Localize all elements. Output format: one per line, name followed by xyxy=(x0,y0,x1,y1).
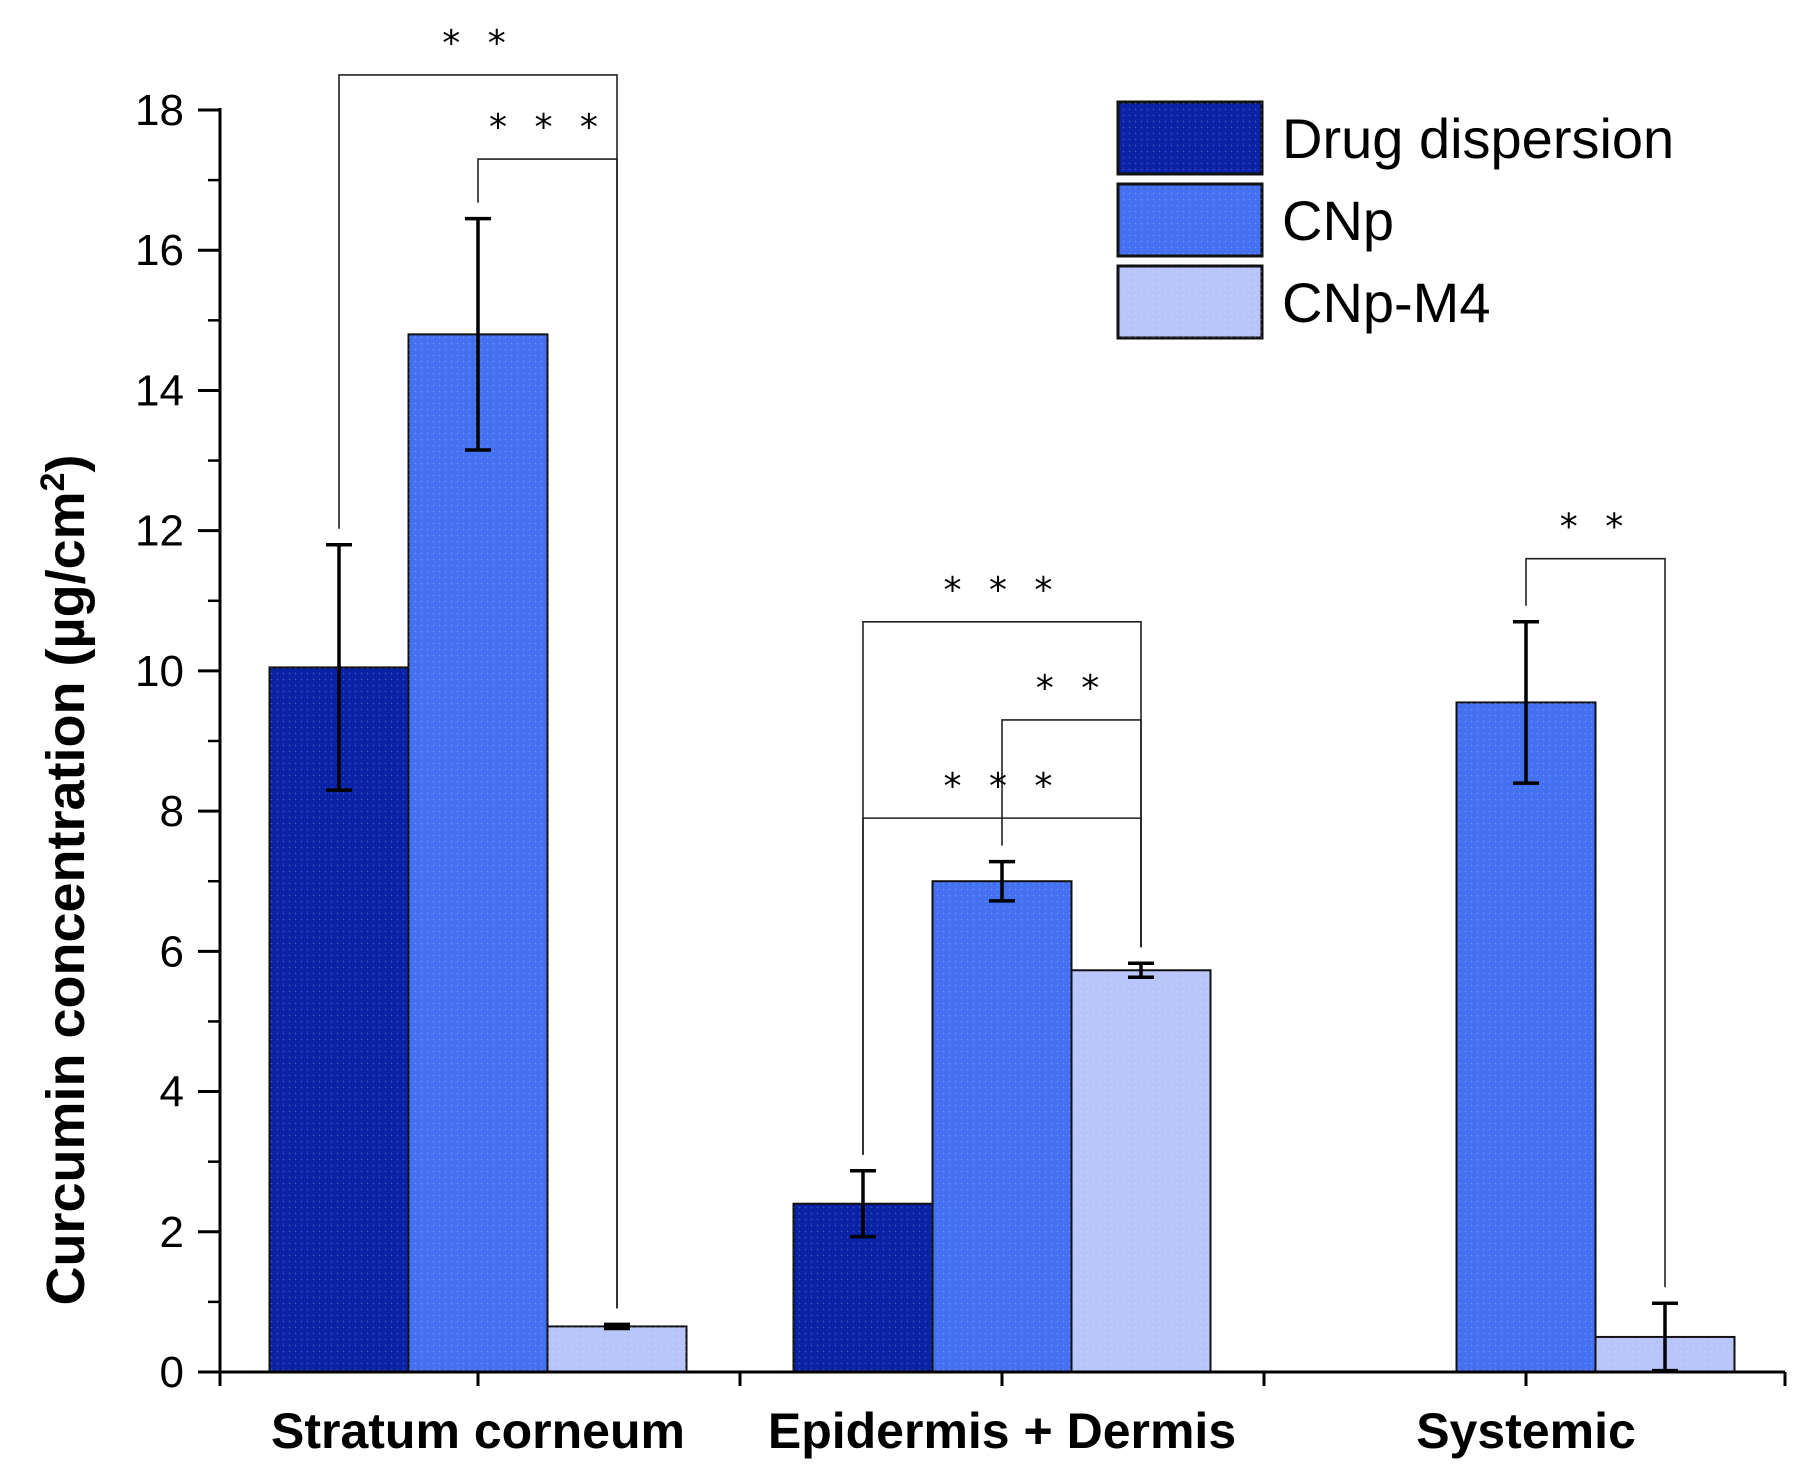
y-tick-label-8: 16 xyxy=(135,226,184,275)
y-tick-label-9: 18 xyxy=(135,86,184,135)
bar-texture-2-1 xyxy=(1071,970,1211,1372)
significance-bracket-4 xyxy=(862,817,1142,1155)
bar-texture-1-2 xyxy=(1456,702,1596,1372)
x-tick-label-0: Stratum corneum xyxy=(271,1403,685,1459)
significance-label-2: * * * xyxy=(944,570,1061,611)
significance-label-3: * * xyxy=(1036,668,1107,709)
y-tick-label-6: 12 xyxy=(135,507,184,556)
significance-label-4: * * * xyxy=(944,766,1061,807)
bar-texture-1-0 xyxy=(408,334,548,1372)
x-tick-label-1: Epidermis + Dermis xyxy=(768,1403,1236,1459)
y-axis-title: Curcumin concentration (µg/cm2) xyxy=(34,454,96,1305)
x-tick-label-2: Systemic xyxy=(1416,1403,1636,1459)
legend-swatch-texture-2 xyxy=(1118,266,1262,338)
bar-texture-2-0 xyxy=(547,1326,687,1372)
y-tick-label-2: 4 xyxy=(160,1068,184,1117)
legend-swatch-texture-1 xyxy=(1118,184,1262,256)
significance-label-1: * * * xyxy=(489,107,606,148)
significance-bracket-5 xyxy=(1525,557,1666,1288)
y-tick-label-1: 2 xyxy=(160,1208,184,1257)
legend-swatch-texture-0 xyxy=(1118,102,1262,174)
legend-label-2: CNp-M4 xyxy=(1282,271,1490,334)
y-tick-label-5: 10 xyxy=(135,647,184,696)
y-axis-title-sup: 2 xyxy=(34,472,72,491)
significance-label-0: * * xyxy=(442,23,513,64)
y-tick-label-3: 6 xyxy=(160,927,184,976)
y-tick-label-7: 14 xyxy=(135,366,184,415)
y-tick-label-0: 0 xyxy=(160,1348,184,1397)
legend-label-0: Drug dispersion xyxy=(1282,107,1674,170)
y-tick-label-4: 8 xyxy=(160,787,184,836)
significance-label-5: * * xyxy=(1560,507,1631,548)
significance-bracket-1 xyxy=(477,158,618,1309)
y-axis-title-end: ) xyxy=(36,454,96,472)
legend-label-1: CNp xyxy=(1282,189,1394,252)
bar-texture-1-1 xyxy=(932,881,1072,1372)
